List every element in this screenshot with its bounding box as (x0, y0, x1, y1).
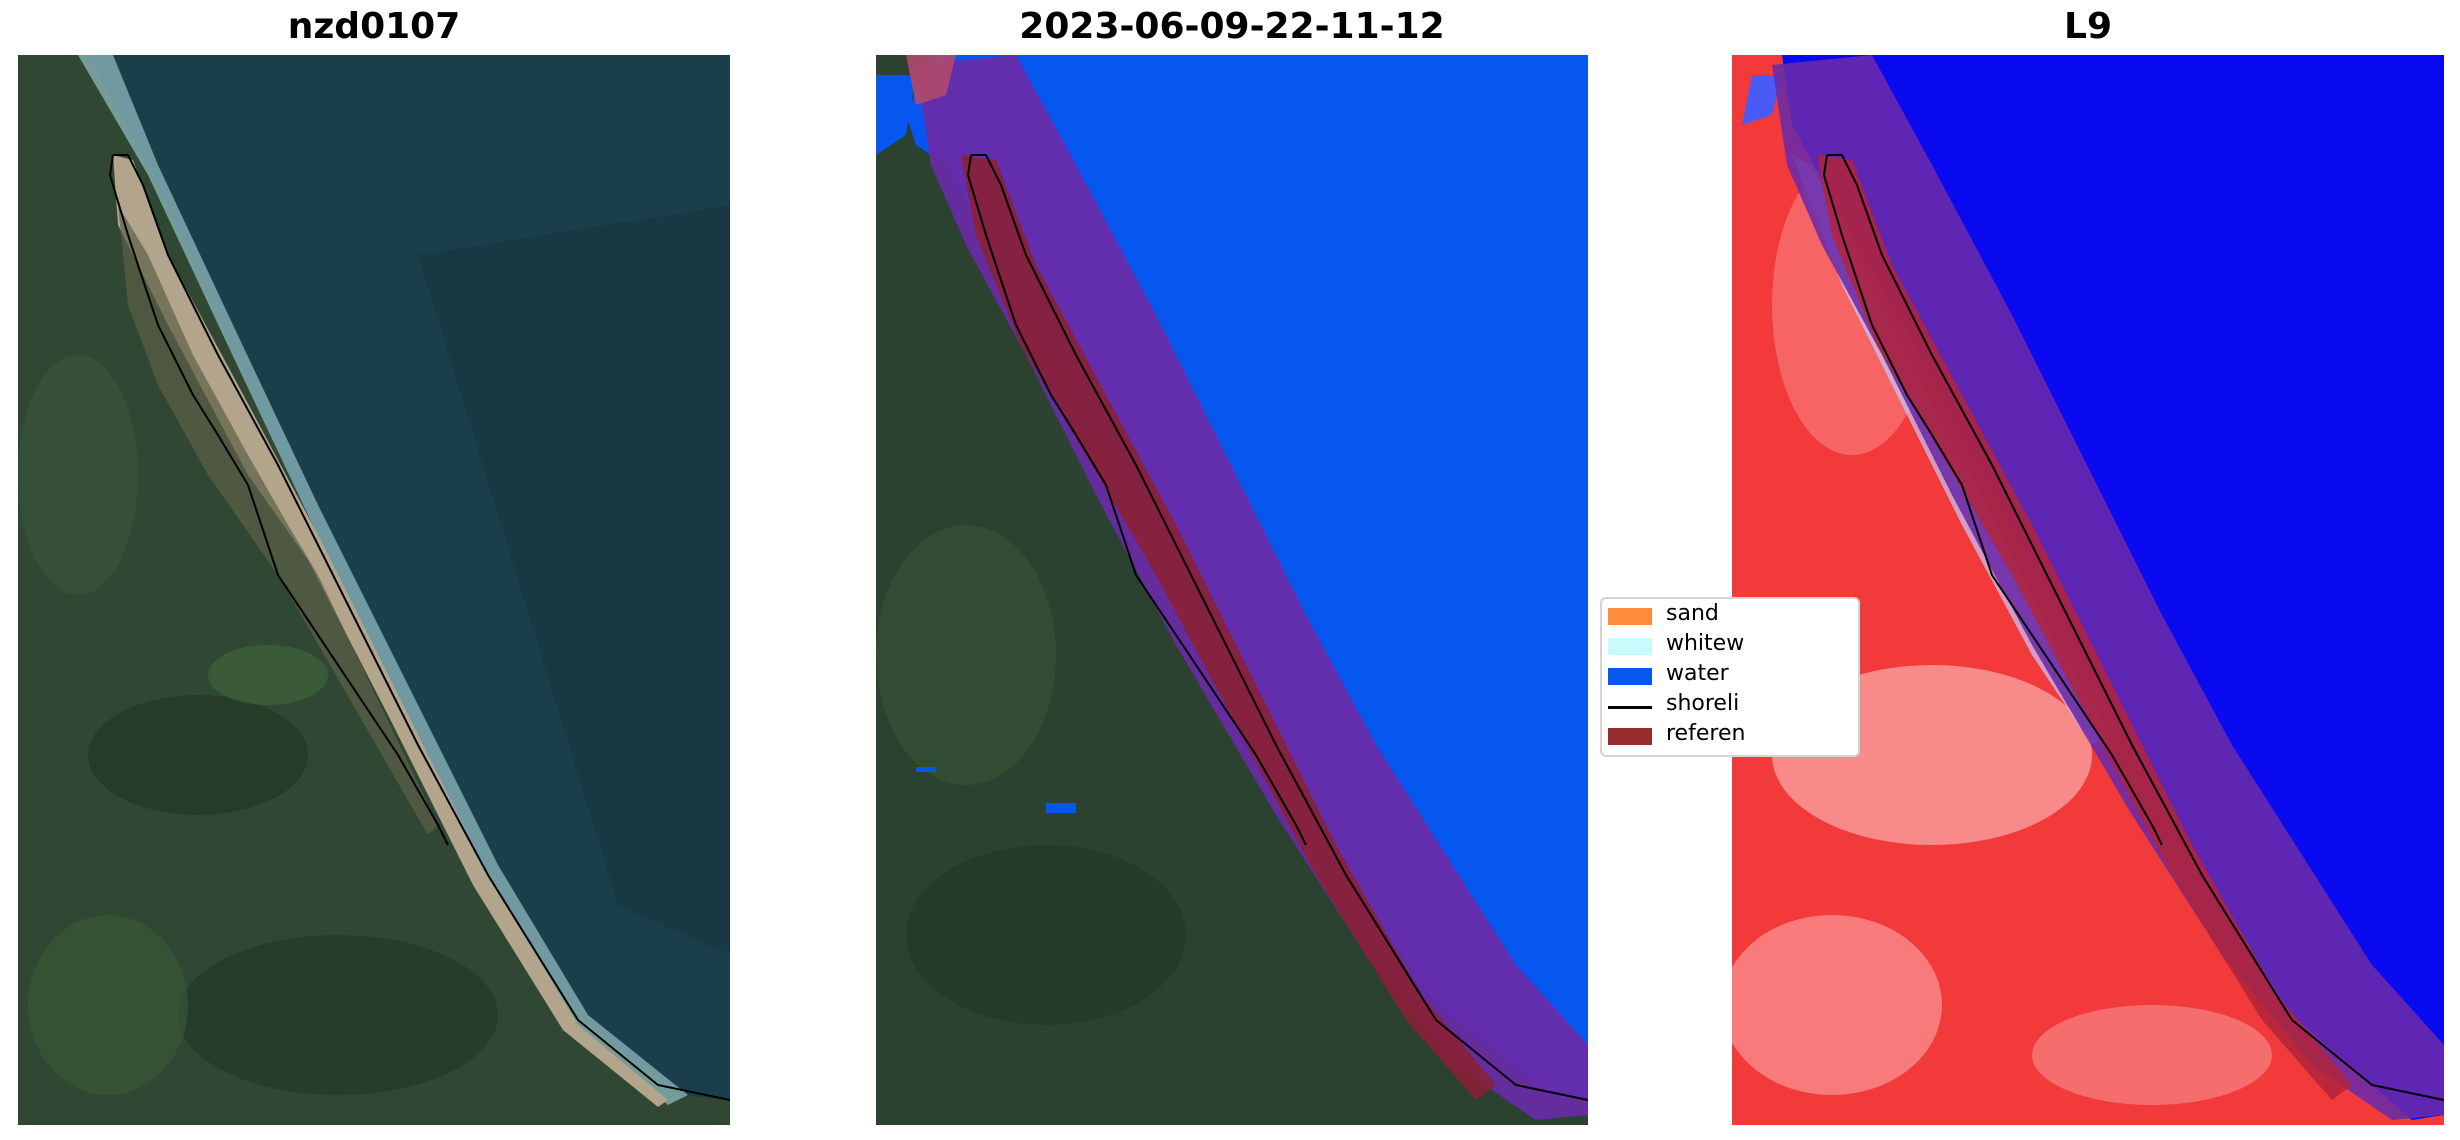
panel-title-rgb: nzd0107 (287, 6, 461, 47)
shoreline-buffer (916, 55, 1588, 1120)
legend-item-water: water (1602, 659, 1858, 689)
water-swatch (1608, 668, 1652, 685)
shoreline-swatch (1608, 706, 1652, 709)
index-buffer (1772, 55, 2444, 1120)
legend-item-whitewater: whitew (1602, 629, 1858, 659)
reference-swatch (1608, 728, 1652, 745)
shoreline (113, 154, 730, 1101)
panel-title-index: L9 (2064, 6, 2112, 47)
sand-swatch (1608, 608, 1652, 625)
legend-item-shoreline: shoreli (1602, 689, 1858, 719)
rgb-satellite-image (18, 55, 730, 1125)
legend-item-reference: referen (1602, 719, 1858, 749)
whitewater-swatch (1608, 638, 1652, 655)
legend-label: whitew (1666, 631, 1745, 656)
legend-label: sand (1666, 601, 1719, 626)
legend-label: referen (1666, 721, 1746, 746)
legend-label: water (1666, 661, 1729, 686)
panel-title-classified: 2023-06-09-22-11-12 (1019, 6, 1445, 47)
classified-image (876, 55, 1588, 1125)
legend-item-sand: sand (1602, 599, 1858, 629)
spectral-index-image (1732, 55, 2444, 1125)
legend-label: shoreli (1666, 691, 1740, 716)
legend: sand whitew water shoreli referen (1600, 597, 1860, 757)
shoreline-inner (108, 154, 449, 846)
